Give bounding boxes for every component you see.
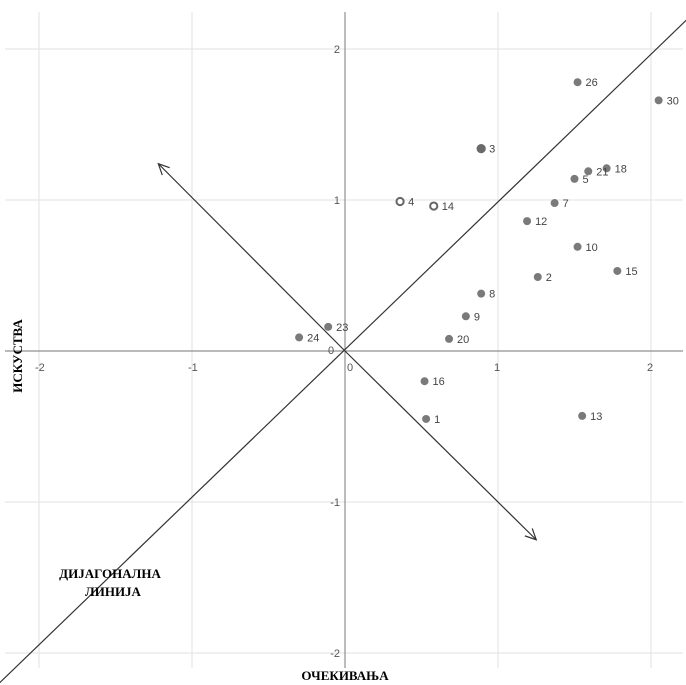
arrow-layer [157, 162, 538, 541]
data-point-26 [573, 78, 582, 87]
data-point-7 [550, 199, 559, 208]
point-label-16: 16 [433, 376, 445, 388]
point-label-24: 24 [307, 332, 319, 344]
y-tick-label: -2 [330, 648, 340, 660]
arrow-line-1 [157, 163, 346, 352]
point-label-18: 18 [615, 163, 627, 175]
diagonal-label-line1: ДИЈАГОНАЛНА [59, 566, 161, 581]
data-point-15 [613, 266, 622, 275]
x-tick-label: 1 [494, 362, 500, 374]
point-label-12: 12 [535, 216, 547, 228]
point-label-13: 13 [590, 411, 602, 423]
data-point-23 [324, 322, 333, 331]
x-tick-label: -2 [35, 362, 45, 374]
arrowhead-1 [157, 162, 170, 176]
diagonal-line [0, 19, 686, 684]
data-point-14 [429, 201, 439, 211]
point-label-30: 30 [667, 95, 679, 107]
data-point-2 [533, 273, 542, 282]
data-point-4 [395, 196, 405, 207]
point-label-8: 8 [489, 289, 495, 301]
point-label-20: 20 [457, 334, 469, 346]
point-label-5: 5 [583, 174, 589, 186]
y-tick-label: 1 [334, 195, 340, 207]
point-label-3: 3 [489, 144, 495, 156]
point-label-9: 9 [474, 311, 480, 323]
y-tick-label: -1 [330, 497, 340, 509]
data-point-10 [573, 242, 582, 251]
data-point-8 [477, 289, 486, 298]
data-point-16 [420, 377, 429, 386]
x-tick-label: 0 [347, 362, 353, 374]
point-label-1: 1 [434, 414, 440, 426]
x-axis-title: ОЧЕКИВАЊА [301, 668, 389, 683]
data-point-13 [578, 411, 587, 420]
data-point-24 [295, 333, 304, 342]
y-tick-label: 2 [334, 44, 340, 56]
point-label-14: 14 [442, 201, 454, 213]
point-label-7: 7 [563, 198, 569, 210]
point-label-10: 10 [586, 242, 598, 254]
x-tick-label: 2 [647, 362, 653, 374]
data-point-20 [445, 334, 454, 343]
point-label-2: 2 [546, 272, 552, 284]
y-tick-label: 0 [328, 345, 334, 357]
point-label-21: 21 [596, 166, 608, 178]
point-label-15: 15 [625, 266, 637, 278]
data-point-1 [422, 414, 431, 423]
x-tick-label: -1 [188, 362, 198, 374]
point-label-23: 23 [336, 322, 348, 334]
diagonal-layer [0, 19, 686, 684]
arrow-line-2 [344, 350, 537, 541]
data-point-12 [523, 217, 532, 226]
arrowhead-2 [524, 528, 538, 541]
point-label-26: 26 [586, 77, 598, 89]
data-point-18 [602, 164, 611, 173]
data-point-9 [461, 312, 470, 321]
data-points [295, 78, 663, 423]
data-point-30 [654, 96, 663, 105]
data-point-3 [476, 144, 486, 154]
y-axis-title: ИСКУСТВА [10, 319, 25, 393]
point-label-4: 4 [408, 197, 414, 209]
data-point-5 [570, 174, 579, 183]
diagonal-label-line2: ЛИНИЈА [85, 584, 142, 599]
data-point-21 [584, 167, 593, 176]
grid [5, 12, 683, 668]
